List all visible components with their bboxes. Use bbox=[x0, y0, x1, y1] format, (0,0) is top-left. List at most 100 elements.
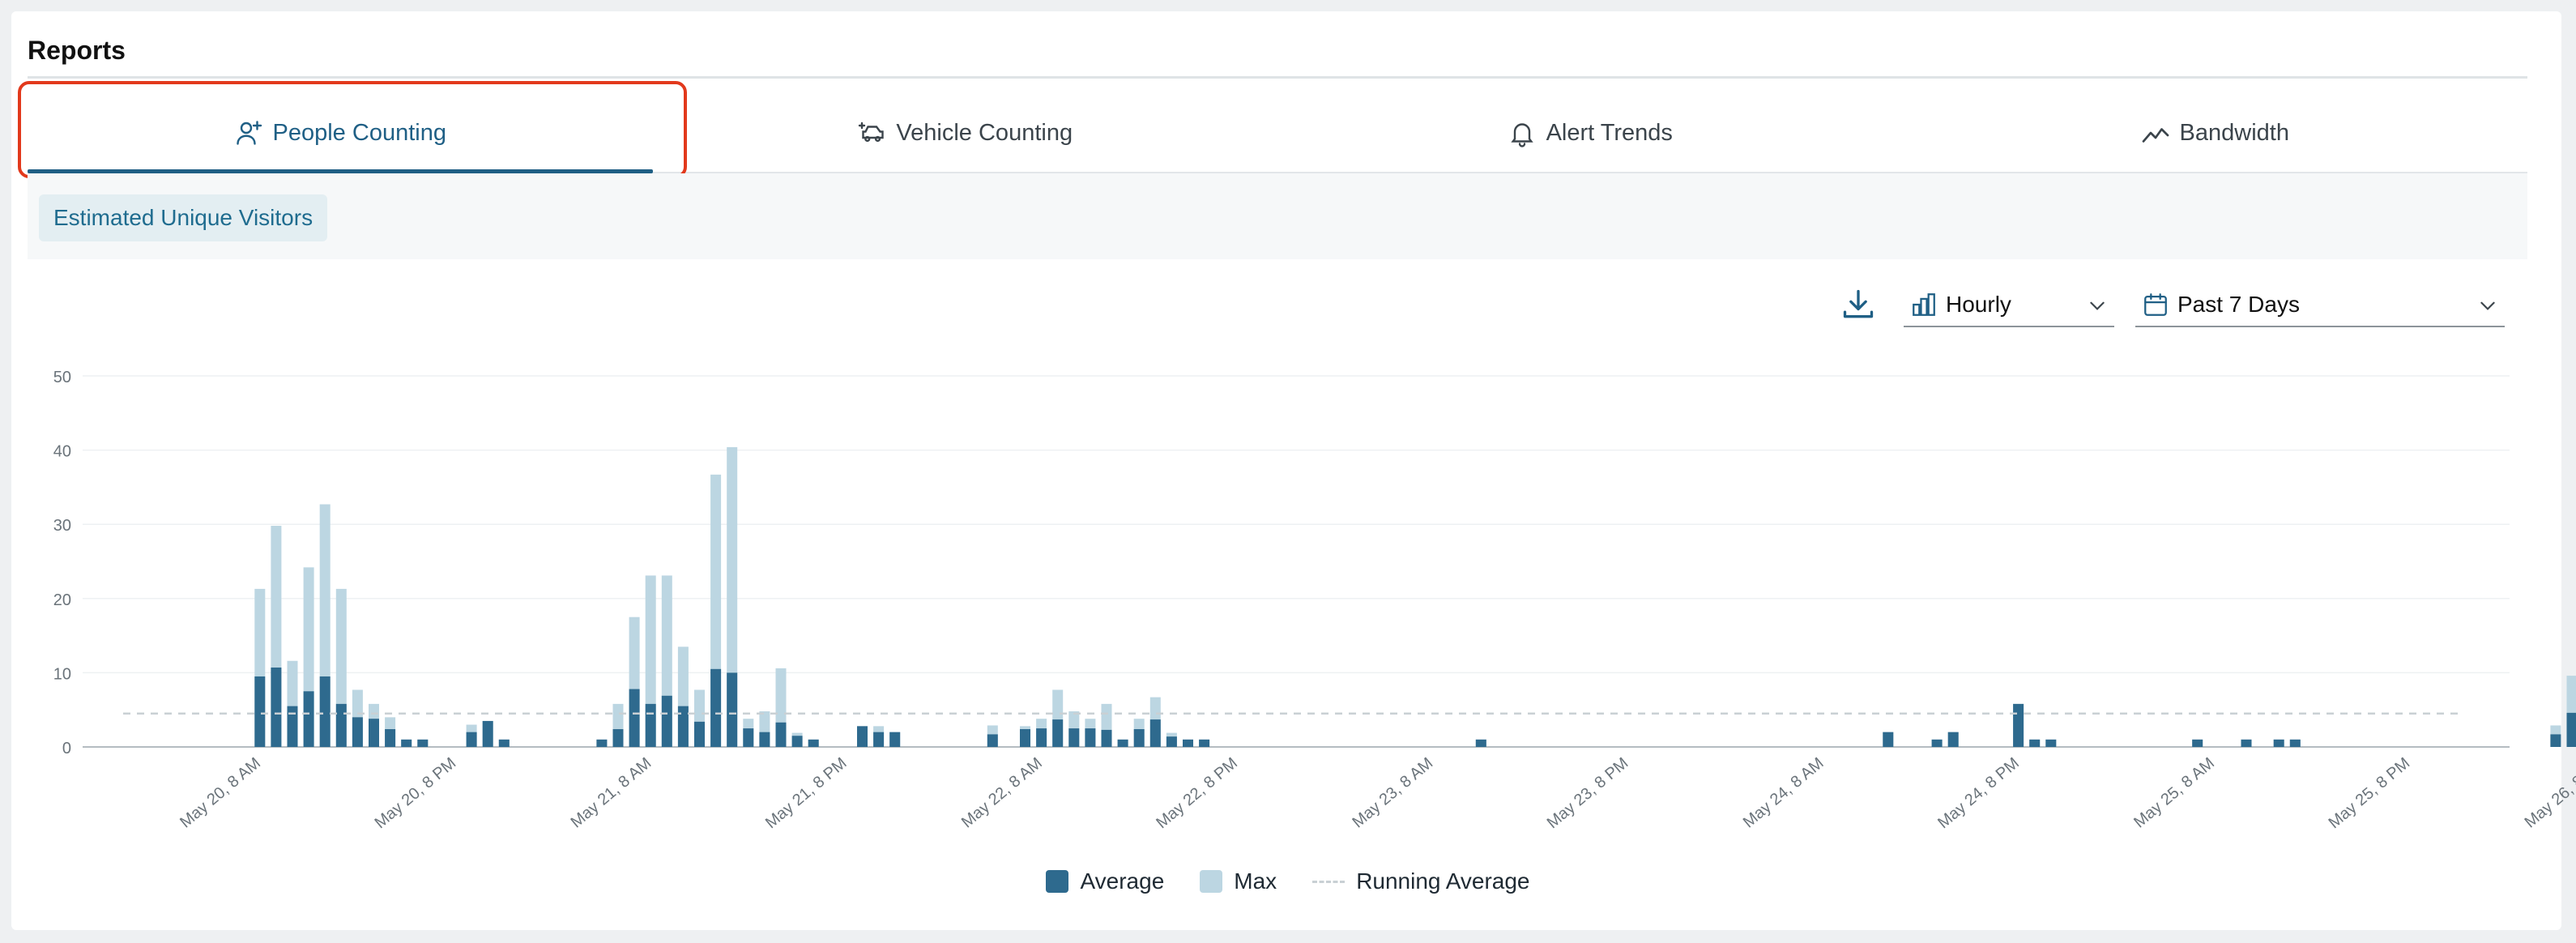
average-bar bbox=[385, 729, 396, 747]
tab-bandwidth[interactable]: Bandwidth bbox=[1903, 94, 2528, 172]
tab-label: Alert Trends bbox=[1546, 119, 1673, 146]
legend-max-swatch bbox=[1200, 870, 1223, 893]
average-bar bbox=[352, 717, 363, 747]
chart-legend: Average Max Running Average bbox=[0, 868, 2576, 894]
x-tick-label: May 20, 8 PM bbox=[372, 754, 460, 832]
x-tick-label: May 25, 8 PM bbox=[2326, 754, 2414, 832]
average-bar bbox=[857, 726, 868, 747]
y-tick-label: 50 bbox=[53, 369, 71, 386]
calendar-icon bbox=[2144, 293, 2167, 316]
tab-people-counting[interactable]: People Counting bbox=[28, 94, 653, 173]
average-bar bbox=[2029, 739, 2041, 747]
people-counting-chart: 0 10 20 30 40 50 May 20, 8 AM May 20, 8 PM May 2… bbox=[53, 369, 2576, 832]
chevron-down-icon bbox=[2090, 301, 2105, 310]
x-tick-label: May 21, 8 PM bbox=[762, 754, 851, 832]
average-bar bbox=[743, 728, 754, 747]
average-bar bbox=[498, 739, 510, 747]
average-bar bbox=[466, 732, 477, 747]
average-bar bbox=[417, 739, 429, 747]
average-bar bbox=[1085, 728, 1096, 747]
tab-label: People Counting bbox=[272, 119, 446, 146]
y-tick-label: 20 bbox=[53, 591, 71, 609]
interval-select[interactable]: Hourly bbox=[1904, 284, 2114, 327]
average-bar bbox=[727, 672, 738, 747]
average-bar bbox=[303, 691, 314, 747]
max-bar bbox=[2566, 676, 2576, 747]
bar-chart-icon bbox=[1913, 293, 1935, 316]
average-bar bbox=[1020, 729, 1030, 747]
x-tick-label: May 24, 8 AM bbox=[1740, 754, 1828, 831]
average-bar bbox=[1166, 736, 1177, 747]
average-bar bbox=[1052, 719, 1064, 747]
y-tick-label: 30 bbox=[53, 517, 71, 535]
x-tick-label: May 23, 8 PM bbox=[1544, 754, 1632, 832]
legend-running-average[interactable]: Running Average bbox=[1312, 868, 1530, 894]
subtab-bar bbox=[28, 173, 2527, 259]
average-bar bbox=[1101, 729, 1112, 747]
page-title: Reports bbox=[28, 36, 126, 65]
x-tick-label: May 23, 8 AM bbox=[1349, 754, 1436, 831]
subtab-estimated-unique-visitors[interactable]: Estimated Unique Visitors bbox=[39, 194, 328, 241]
y-tick-label: 40 bbox=[53, 443, 71, 461]
average-bar bbox=[271, 667, 282, 747]
average-bar bbox=[2289, 739, 2301, 747]
tab-alert-trends[interactable]: Alert Trends bbox=[1277, 94, 1903, 172]
legend-average-label: Average bbox=[1080, 868, 1165, 894]
x-tick-label: May 22, 8 PM bbox=[1153, 754, 1241, 832]
average-bar bbox=[401, 739, 412, 747]
x-tick-label: May 26, 8 AM bbox=[2522, 754, 2576, 831]
tab-vehicle-counting[interactable]: Vehicle Counting bbox=[653, 94, 1278, 172]
legend-max[interactable]: Max bbox=[1200, 868, 1277, 894]
average-bar bbox=[1947, 732, 1959, 747]
average-bar bbox=[369, 719, 379, 747]
average-bar bbox=[2241, 739, 2252, 747]
average-bar bbox=[1883, 732, 1894, 747]
legend-running-average-swatch bbox=[1312, 880, 1346, 883]
average-bar bbox=[287, 706, 298, 747]
y-tick-label: 10 bbox=[53, 665, 71, 683]
average-bar bbox=[873, 732, 885, 747]
download-icon[interactable] bbox=[1840, 287, 1876, 322]
average-bar bbox=[612, 729, 624, 747]
average-bar bbox=[808, 739, 819, 747]
average-bar bbox=[254, 676, 266, 747]
average-bar bbox=[661, 695, 672, 747]
legend-average[interactable]: Average bbox=[1046, 868, 1164, 894]
x-tick-label: May 20, 8 AM bbox=[177, 754, 264, 831]
legend-running-average-label: Running Average bbox=[1356, 868, 1530, 894]
x-tick-label: May 21, 8 AM bbox=[568, 754, 655, 831]
legend-average-swatch bbox=[1046, 870, 1069, 893]
y-tick-label: 0 bbox=[62, 740, 71, 757]
average-bar bbox=[2192, 739, 2203, 747]
average-bar bbox=[629, 689, 640, 747]
interval-value: Hourly bbox=[1946, 292, 2011, 317]
average-bar bbox=[1068, 728, 1080, 747]
title-divider bbox=[28, 76, 2527, 79]
average-bar bbox=[1036, 728, 1047, 747]
average-bar bbox=[645, 703, 656, 747]
average-bar bbox=[694, 721, 705, 747]
average-bar bbox=[335, 703, 347, 747]
report-tabs: People Counting Vehicle Counting Alert T… bbox=[28, 94, 2527, 173]
average-bar bbox=[1149, 719, 1161, 747]
trend-line-icon bbox=[2142, 128, 2169, 143]
date-range-select[interactable]: Past 7 Days bbox=[2135, 284, 2505, 327]
average-bar bbox=[889, 732, 901, 747]
average-bar bbox=[482, 720, 493, 747]
x-tick-label: May 24, 8 PM bbox=[1934, 754, 2023, 832]
average-bar bbox=[759, 732, 770, 747]
reports-card bbox=[11, 11, 2561, 930]
user-plus-icon bbox=[236, 121, 262, 145]
average-bar bbox=[677, 706, 689, 747]
tab-label: Vehicle Counting bbox=[896, 119, 1073, 146]
average-bar bbox=[2273, 739, 2284, 747]
x-tick-label: May 25, 8 AM bbox=[2130, 754, 2218, 831]
average-bar bbox=[2566, 712, 2576, 747]
average-bar bbox=[987, 734, 998, 747]
average-bar bbox=[1475, 739, 1486, 747]
average-bar bbox=[1199, 739, 1210, 747]
tab-label: Bandwidth bbox=[2179, 119, 2289, 146]
average-bar bbox=[2550, 734, 2561, 747]
average-bar bbox=[1931, 739, 1943, 747]
average-bar bbox=[791, 736, 803, 747]
